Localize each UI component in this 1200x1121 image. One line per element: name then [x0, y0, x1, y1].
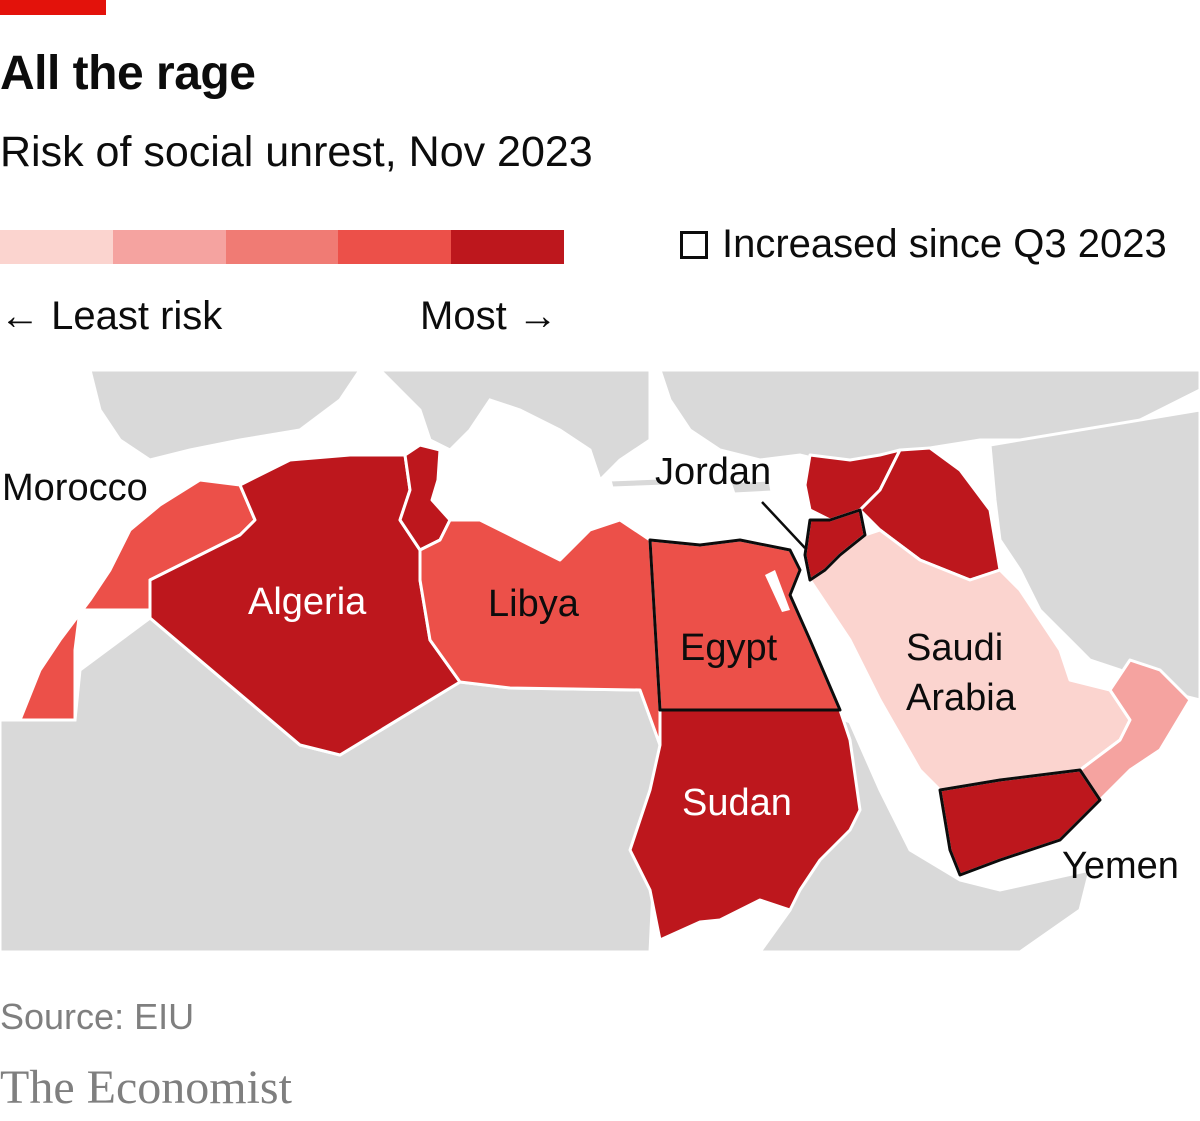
gulf-of-suez: [765, 570, 790, 612]
label-algeria: Algeria: [248, 581, 367, 623]
country-sudan: [628, 708, 862, 942]
country-saudi-arabia: [808, 528, 1132, 792]
label-sudan: Sudan: [682, 782, 792, 824]
scale-right-label: Most →: [420, 294, 558, 338]
scale-step-1: [0, 230, 113, 264]
scale-left-label: ← Least risk: [0, 294, 223, 338]
scale-step-3: [225, 230, 339, 264]
increased-outline-egypt: [648, 538, 842, 712]
land-cyprus: [727, 478, 774, 496]
accent-bar: [0, 0, 106, 15]
background-land: [0, 370, 1200, 952]
label-morocco: Morocco: [2, 467, 148, 509]
region-map: Morocco Algeria Libya Egypt Sudan Jordan…: [0, 370, 1200, 952]
label-saudi-line-1: Saudi: [906, 627, 1003, 669]
label-saudi-line-2: Arabia: [906, 677, 1017, 719]
scale-step-2: [112, 230, 226, 264]
label-libya: Libya: [488, 583, 580, 625]
chart-subtitle: Risk of social unrest, Nov 2023: [0, 128, 593, 176]
risk-color-scale: [0, 230, 564, 264]
land-iran: [988, 408, 1200, 702]
chart-title: All the rage: [0, 47, 256, 100]
label-yemen: Yemen: [1062, 845, 1179, 887]
land-iberia: [88, 370, 362, 462]
brand-wordmark: The Economist: [0, 1061, 292, 1114]
outline-square-icon: [680, 230, 708, 259]
land-italy-balkans: [377, 370, 652, 483]
legend-increased: Increased since Q3 2023: [680, 222, 1167, 267]
source-note: Source: EIU: [0, 996, 195, 1037]
label-jordan: Jordan: [655, 451, 771, 493]
increased-outline-yemen: [938, 768, 1102, 877]
red-sea: [790, 585, 945, 840]
scale-step-5: [451, 230, 564, 264]
land-crete: [608, 476, 668, 490]
increased-outline-jordan: [803, 508, 867, 582]
country-oman: [1078, 658, 1192, 802]
label-egypt: Egypt: [680, 627, 778, 669]
legend-increased-label: Increased since Q3 2023: [722, 222, 1167, 266]
scale-step-4: [338, 230, 452, 264]
jordan-leader-line: [761, 501, 806, 549]
